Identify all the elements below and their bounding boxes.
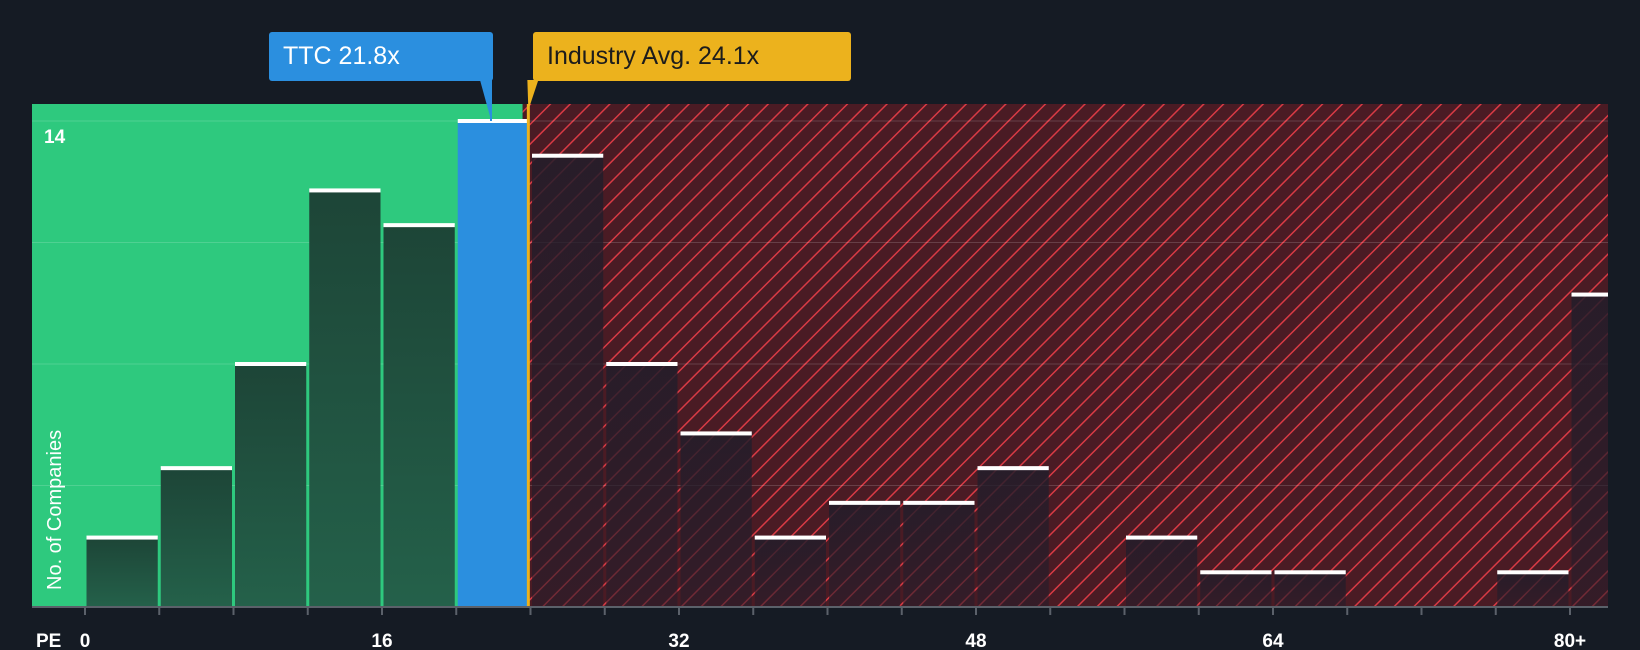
bar-cap-32 xyxy=(680,431,752,436)
bar-cap-64 xyxy=(1274,570,1346,575)
bar-cap-4 xyxy=(160,466,232,471)
bar-cap-20 xyxy=(457,119,529,123)
histogram-bar-76 xyxy=(1497,572,1569,607)
histogram-bar-24 xyxy=(532,155,604,607)
histogram-bar-44 xyxy=(903,502,975,607)
bar-cap-44 xyxy=(903,500,975,505)
x-tick-label-32: 32 xyxy=(668,631,689,650)
histogram-bar-36 xyxy=(754,537,826,607)
bar-cap-76 xyxy=(1497,570,1569,575)
histogram-bar-64 xyxy=(1274,572,1346,607)
histogram-bar-4 xyxy=(160,468,232,607)
bar-cap-12 xyxy=(309,188,381,193)
histogram-bar-12 xyxy=(309,190,381,607)
x-tick-label-0: 0 xyxy=(80,631,91,650)
y-tick-label: 14 xyxy=(44,127,66,148)
bar-cap-48 xyxy=(977,466,1049,471)
company-pe-badge: TTC 21.8x xyxy=(269,32,493,81)
company-pointer-tail xyxy=(480,80,491,120)
bar-cap-80 xyxy=(1571,292,1608,297)
industry-average-badge: Industry Avg. 24.1x xyxy=(533,32,851,81)
bar-cap-16 xyxy=(383,223,455,228)
histogram-bar-28 xyxy=(606,364,678,607)
x-tick-label-64: 64 xyxy=(1262,631,1284,650)
histogram-bar-32 xyxy=(680,433,752,607)
histogram-bar-60 xyxy=(1200,572,1272,607)
bar-cap-56 xyxy=(1126,535,1198,540)
x-axis-label: PE xyxy=(36,631,61,650)
bar-cap-0 xyxy=(86,535,158,540)
histogram-bar-48 xyxy=(977,468,1049,607)
x-tick-label-48: 48 xyxy=(965,631,986,650)
bar-cap-8 xyxy=(235,362,307,366)
x-tick-label-80: 80+ xyxy=(1554,631,1586,650)
histogram-bar-20 xyxy=(457,121,529,607)
histogram-bar-80 xyxy=(1571,294,1608,607)
bar-cap-40 xyxy=(829,500,901,505)
bar-cap-60 xyxy=(1200,570,1272,575)
bar-cap-28 xyxy=(606,362,678,366)
histogram-bar-56 xyxy=(1126,537,1198,607)
industry-pointer xyxy=(527,80,539,110)
histogram-bar-40 xyxy=(829,502,901,607)
histogram-bar-16 xyxy=(383,225,455,607)
x-tick-label-16: 16 xyxy=(371,631,392,650)
y-axis-label: No. of Companies xyxy=(44,429,66,590)
histogram-bar-0 xyxy=(86,537,158,607)
bar-cap-36 xyxy=(754,535,826,540)
histogram-bar-8 xyxy=(235,364,307,607)
bar-cap-24 xyxy=(532,153,604,158)
